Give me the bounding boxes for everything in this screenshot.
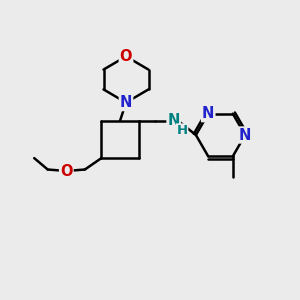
Text: O: O: [60, 164, 73, 178]
Text: H: H: [176, 124, 188, 137]
Text: O: O: [120, 49, 132, 64]
Text: N: N: [120, 95, 132, 110]
Text: N: N: [202, 106, 214, 121]
Text: N: N: [239, 128, 251, 142]
Text: N: N: [167, 113, 180, 128]
